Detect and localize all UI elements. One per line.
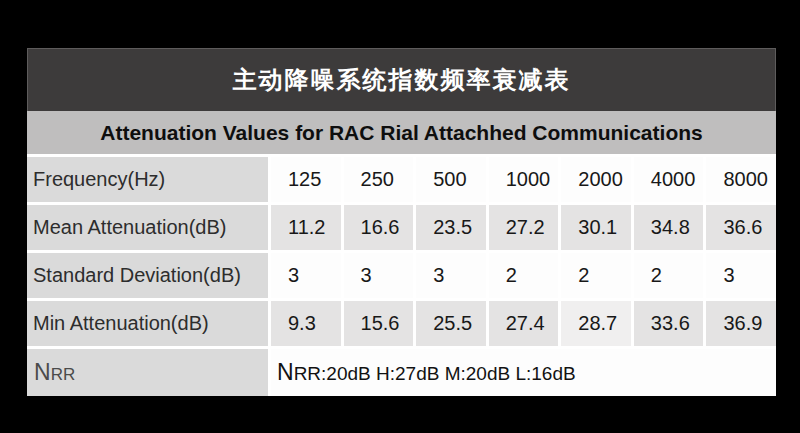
row-label: Frequency(Hz) bbox=[27, 157, 268, 202]
table-cell: 3 bbox=[706, 253, 776, 298]
table-cell: 25.5 bbox=[416, 301, 486, 346]
row-label: Standard Deviation(dB) bbox=[27, 253, 268, 298]
table-cell: 250 bbox=[344, 157, 414, 202]
table-title-cn: 主动降噪系统指数频率衰减表 bbox=[27, 48, 776, 111]
table-cell: 500 bbox=[416, 157, 486, 202]
nrr-row-label: NRR bbox=[27, 349, 268, 396]
table-cell: 30.1 bbox=[561, 205, 631, 250]
table-cell: 28.7 bbox=[561, 301, 631, 346]
table-cell: 27.4 bbox=[489, 301, 559, 346]
table-cell: 3 bbox=[271, 253, 341, 298]
table-cell: 3 bbox=[416, 253, 486, 298]
table-cell: 2 bbox=[561, 253, 631, 298]
table-cell: 2 bbox=[634, 253, 704, 298]
table-cell: 125 bbox=[271, 157, 341, 202]
table-cell: 36.9 bbox=[706, 301, 776, 346]
table-cell: 33.6 bbox=[634, 301, 704, 346]
table-cell: 23.5 bbox=[416, 205, 486, 250]
table-cell: 2000 bbox=[561, 157, 631, 202]
table-cell: 34.8 bbox=[634, 205, 704, 250]
attenuation-table: Frequency(Hz)1252505001000200040008000 Me… bbox=[27, 154, 776, 396]
table-subtitle-en: Attenuation Values for RAC Rial Attachhe… bbox=[27, 111, 776, 154]
page-background: 主动降噪系统指数频率衰减表 Attenuation Values for RAC… bbox=[0, 0, 800, 433]
table-cell: 16.6 bbox=[344, 205, 414, 250]
table-cell: 8000 bbox=[706, 157, 776, 202]
row-label: Mean Attenuation(dB) bbox=[27, 205, 268, 250]
nrr-value: NRR:20dB H:27dB M:20dB L:16dB bbox=[271, 349, 776, 396]
row-label: Min Attenuation(dB) bbox=[27, 301, 268, 346]
table-cell: 4000 bbox=[634, 157, 704, 202]
table-cell: 11.2 bbox=[271, 205, 341, 250]
table-cell: 27.2 bbox=[489, 205, 559, 250]
table-cell: 2 bbox=[489, 253, 559, 298]
table-cell: 15.6 bbox=[344, 301, 414, 346]
table-cell: 9.3 bbox=[271, 301, 341, 346]
table-cell: 36.6 bbox=[706, 205, 776, 250]
table-cell: 1000 bbox=[489, 157, 559, 202]
table-cell: 3 bbox=[344, 253, 414, 298]
attenuation-table-card: 主动降噪系统指数频率衰减表 Attenuation Values for RAC… bbox=[27, 48, 776, 396]
